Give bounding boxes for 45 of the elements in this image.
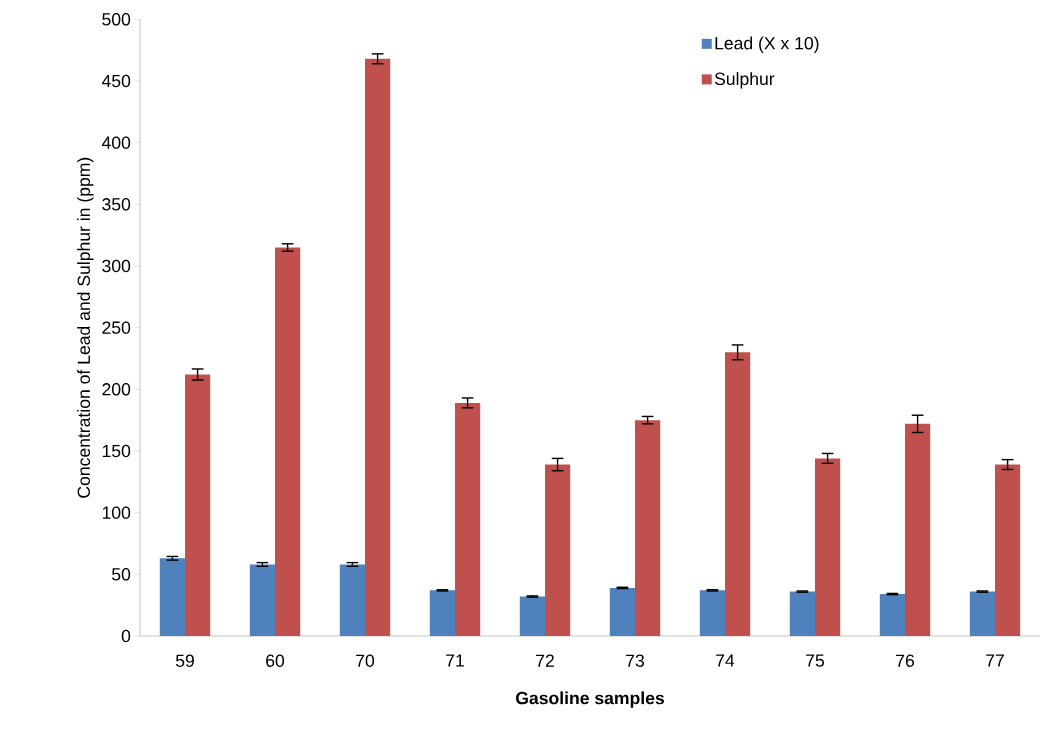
x-tick-label: 76 <box>896 654 914 667</box>
x-tick-label: 77 <box>986 654 1004 667</box>
y-tick-label: 300 <box>102 259 131 273</box>
bar <box>159 558 185 636</box>
bar <box>815 458 841 636</box>
bar <box>635 420 661 636</box>
y-tick-label: 500 <box>102 13 131 26</box>
bar <box>609 587 635 636</box>
bar <box>429 590 455 636</box>
x-tick-label: 70 <box>356 654 375 667</box>
x-tick-label: 73 <box>626 654 644 667</box>
x-tick-label: 72 <box>536 654 554 667</box>
y-tick-label: 200 <box>102 383 131 396</box>
x-axis-title: Gasoline samples <box>516 691 664 708</box>
bar <box>455 402 481 636</box>
bar <box>275 247 301 636</box>
y-tick-label: 400 <box>101 136 131 149</box>
bar <box>879 594 905 636</box>
x-tick-label: 71 <box>446 654 464 667</box>
y-axis-title: Concentration of Lead and Sulphur in (ppm) <box>77 157 94 498</box>
bar <box>699 590 725 636</box>
bar <box>905 423 931 636</box>
bar <box>249 564 276 636</box>
y-tick-label: 250 <box>102 321 131 334</box>
legend-label: Sulphur <box>714 72 775 89</box>
x-tick-label: 60 <box>266 654 285 667</box>
bar <box>519 596 545 636</box>
bar <box>725 352 751 636</box>
y-tick-label: 350 <box>102 198 131 211</box>
x-tick-label: 74 <box>716 654 735 667</box>
legend-label: Lead (X x 10) <box>715 36 819 53</box>
bar <box>789 591 815 636</box>
x-tick-label: 59 <box>175 654 194 667</box>
y-tick-label: 150 <box>102 444 131 458</box>
bar <box>545 464 571 636</box>
x-tick-label: 75 <box>806 654 825 667</box>
bar <box>185 374 211 636</box>
bar <box>365 58 391 636</box>
bar <box>339 564 365 636</box>
y-tick-label: 0 <box>121 629 131 643</box>
y-tick-label: 450 <box>101 74 131 88</box>
bar <box>995 464 1021 636</box>
y-tick-label: 100 <box>102 506 131 519</box>
bar <box>969 591 995 636</box>
y-tick-label: 50 <box>112 568 131 581</box>
